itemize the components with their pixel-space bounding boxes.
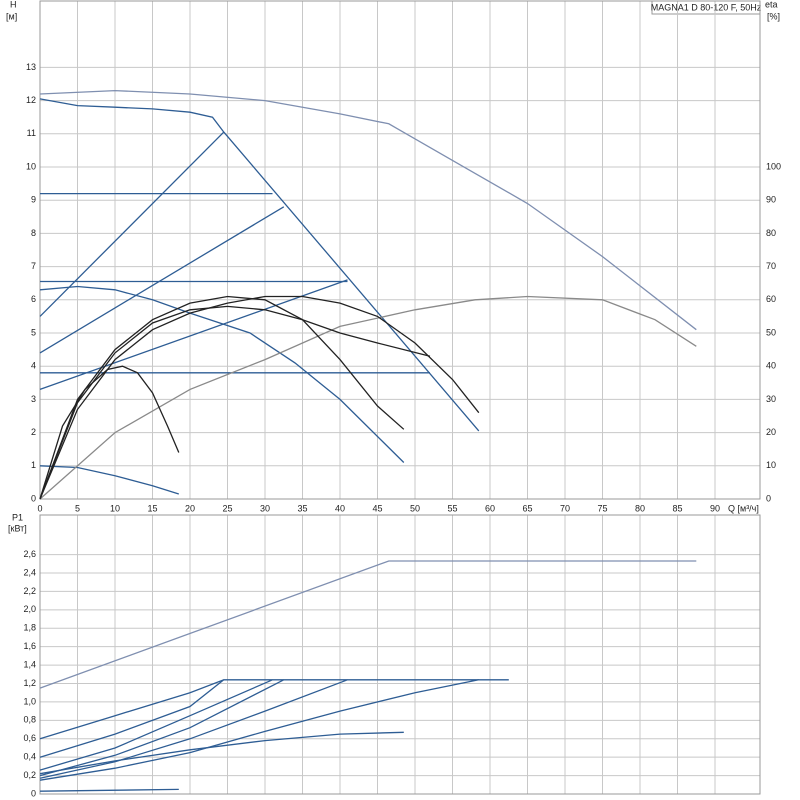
y-tick-label: 1,8: [23, 623, 36, 633]
x-tick-label: 85: [672, 503, 682, 513]
x-tick-label: 0: [37, 503, 42, 513]
plot-frame: [39, 514, 761, 795]
x-tick-label: 70: [560, 503, 570, 513]
y2-tick-label: 40: [766, 361, 776, 371]
y-tick-label: 2,2: [23, 586, 36, 596]
y-tick-label: 9: [31, 195, 36, 205]
curve: [39, 365, 180, 500]
y-tick-label: 0,4: [23, 752, 36, 762]
y2-tick-label: 0: [766, 493, 771, 503]
x-tick-label: 45: [372, 503, 382, 513]
curve: [39, 679, 225, 758]
curve: [39, 131, 225, 317]
x-tick-label: 15: [147, 503, 157, 513]
curve: [39, 305, 431, 500]
plot-frame: [39, 0, 761, 500]
y-tick-label: 0,6: [23, 733, 36, 743]
y-tick-label: 2,6: [23, 549, 36, 559]
y2-tick-label: 100: [766, 161, 781, 171]
x-tick-label: 35: [297, 503, 307, 513]
curve: [39, 679, 285, 777]
y-tick-label: 0: [31, 493, 36, 503]
y-tick-label: 2,0: [23, 604, 36, 614]
y2-tick-label: 10: [766, 460, 776, 470]
y-axis-unit: [м]: [6, 11, 17, 21]
y-tick-label: 0,2: [23, 770, 36, 780]
curve: [39, 98, 480, 432]
x-tick-label: 90: [710, 503, 720, 513]
y2-axis-unit: [%]: [767, 11, 780, 21]
curve: [39, 295, 697, 500]
y-axis-label: H: [10, 0, 17, 9]
curve: [39, 206, 285, 354]
y-tick-label: 1: [31, 460, 36, 470]
y-tick-label: 2,4: [23, 567, 36, 577]
curve: [39, 279, 348, 391]
x-tick-label: 75: [597, 503, 607, 513]
x-tick-label: 10: [110, 503, 120, 513]
y-axis-label: P1: [12, 512, 23, 522]
curve: [39, 295, 405, 500]
y2-tick-label: 60: [766, 294, 776, 304]
curve: [39, 285, 405, 463]
x-tick-label: 80: [635, 503, 645, 513]
x-tick-label: 40: [335, 503, 345, 513]
y-tick-label: 0,8: [23, 715, 36, 725]
y-tick-label: 5: [31, 327, 36, 337]
curve: [39, 560, 697, 689]
y-tick-label: 3: [31, 394, 36, 404]
x-tick-label: 25: [222, 503, 232, 513]
y-tick-label: 6: [31, 294, 36, 304]
x-tick-label: 5: [75, 503, 80, 513]
curve: [39, 679, 509, 740]
x-tick-label: 55: [447, 503, 457, 513]
y2-tick-label: 70: [766, 261, 776, 271]
x-tick-label: 50: [410, 503, 420, 513]
x-tick-label: 20: [185, 503, 195, 513]
curve: [39, 679, 479, 781]
y-tick-label: 13: [26, 62, 36, 72]
x-tick-label: 65: [522, 503, 532, 513]
y-tick-label: 1,2: [23, 678, 36, 688]
y-tick-label: 1,4: [23, 659, 36, 669]
curve: [39, 679, 273, 771]
y-tick-label: 7: [31, 261, 36, 271]
curve: [39, 679, 348, 779]
y-tick-label: 12: [26, 95, 36, 105]
y-tick-label: 1,6: [23, 641, 36, 651]
curve: [39, 295, 480, 500]
y2-tick-label: 90: [766, 195, 776, 205]
y2-axis-label: eta: [765, 0, 778, 9]
y2-tick-label: 50: [766, 327, 776, 337]
y-tick-label: 8: [31, 228, 36, 238]
y-tick-label: 0: [31, 788, 36, 798]
x-tick-label: 60: [485, 503, 495, 513]
y-tick-label: 10: [26, 161, 36, 171]
curve: [39, 465, 179, 495]
y-tick-label: 11: [27, 128, 36, 138]
curve: [39, 89, 697, 331]
curve: [39, 788, 179, 792]
y2-tick-label: 30: [766, 394, 776, 404]
x-axis-label: Q [м³/ч]: [728, 503, 759, 513]
y-tick-label: 1,0: [23, 696, 36, 706]
y-tick-label: 2: [31, 427, 36, 437]
y2-tick-label: 20: [766, 427, 776, 437]
chart-title: MAGNA1 D 80-120 F, 50Hz: [651, 2, 762, 12]
y-tick-label: 4: [31, 361, 36, 371]
y-axis-unit: [кВт]: [8, 523, 27, 533]
y2-tick-label: 80: [766, 228, 776, 238]
x-tick-label: 30: [260, 503, 270, 513]
curve: [39, 731, 404, 775]
